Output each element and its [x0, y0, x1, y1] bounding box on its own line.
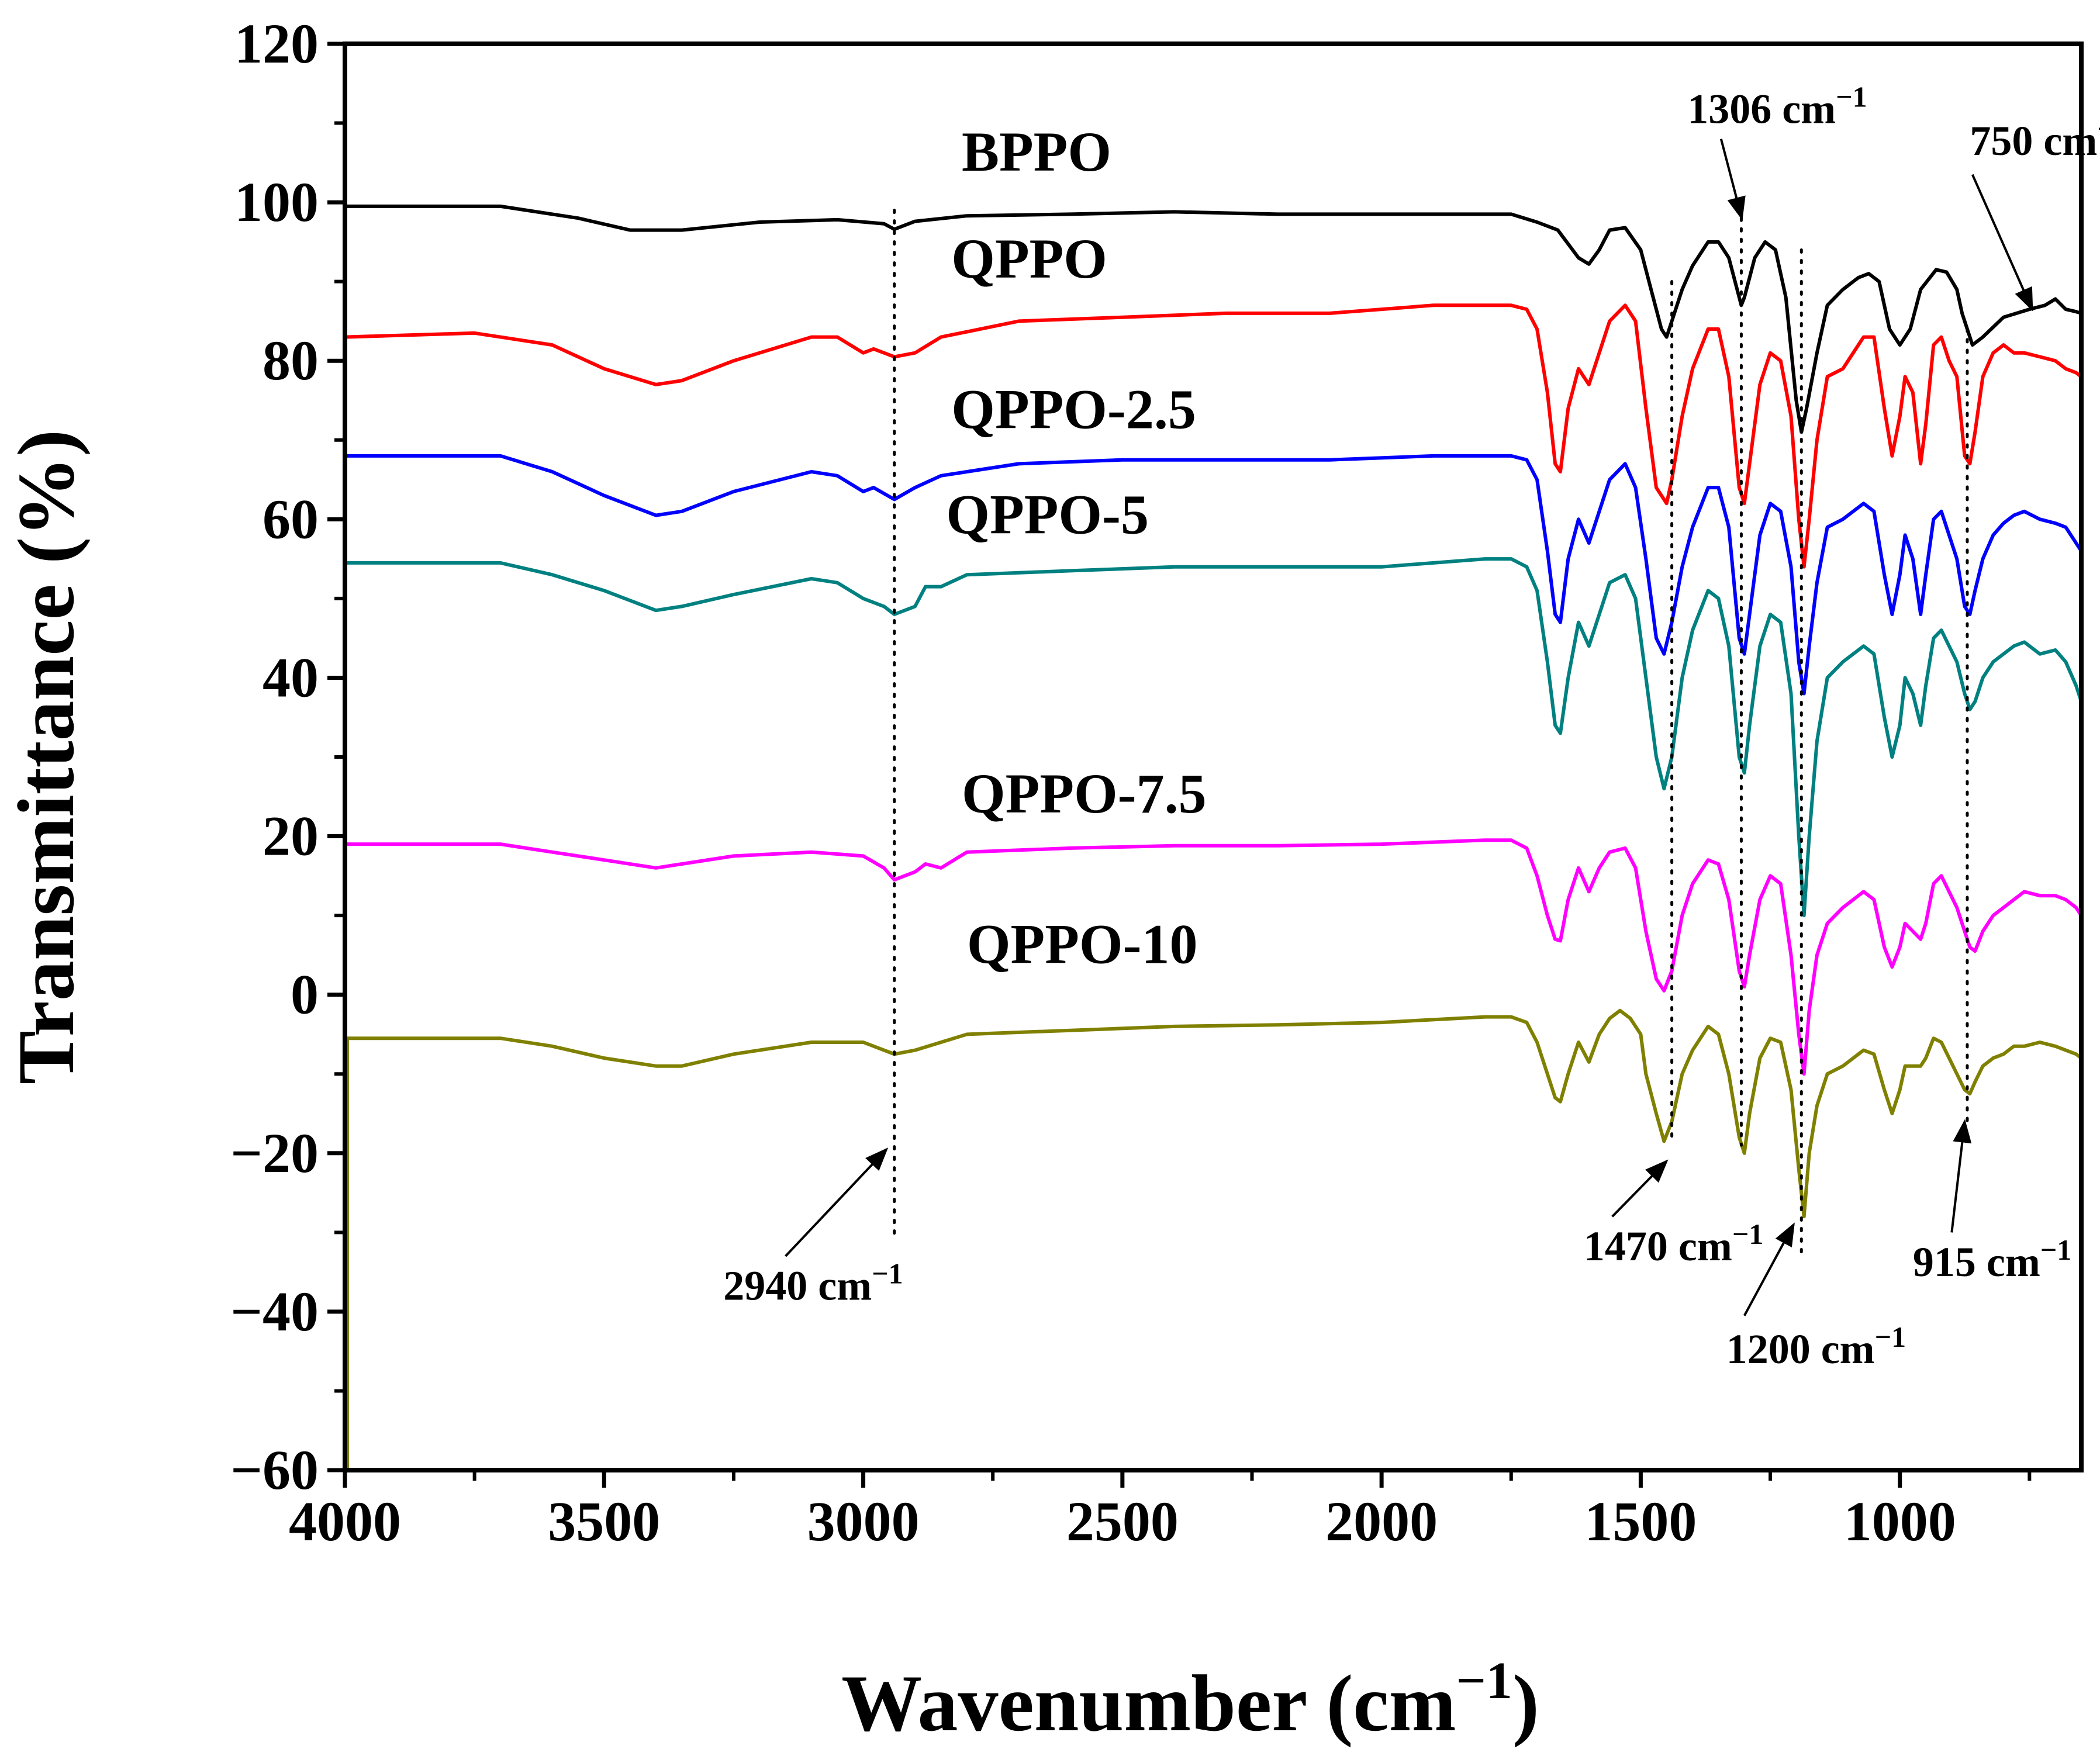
- annotation-text: 1200 cm: [1726, 1326, 1875, 1373]
- annotation-label-750: 750 cm−1: [1970, 112, 2100, 164]
- annotation-superscript: −1: [872, 1257, 903, 1290]
- annotation-superscript: −1: [1732, 1218, 1764, 1250]
- x-tick-label: 1500: [1584, 1490, 1697, 1553]
- x-axis-title: Wavenumber (cm−1): [841, 1652, 1539, 1748]
- series-label-qppo: QPPO: [951, 227, 1107, 290]
- series-label-qppo-7-5: QPPO-7.5: [962, 762, 1207, 825]
- series-label-qppo-10: QPPO-10: [967, 912, 1198, 975]
- y-tick-label: 60: [262, 488, 319, 550]
- y-tick-label: −20: [230, 1122, 319, 1184]
- annotation-arrow-2940: [785, 1147, 889, 1257]
- series-line-qppo-7-5: [345, 838, 2083, 1076]
- series-label-bppo: BPPO: [962, 120, 1111, 183]
- y-tick-label: −40: [230, 1280, 319, 1343]
- x-tick-label: 2500: [1066, 1490, 1179, 1553]
- annotation-arrow-1200: [1743, 1222, 1795, 1316]
- x-axis-title-close: ): [1512, 1658, 1539, 1748]
- y-tick-label: 100: [234, 171, 319, 233]
- y-tick-label: −60: [230, 1439, 319, 1501]
- annotation-text: 2940 cm: [723, 1263, 872, 1309]
- annotation-superscript: −1: [1875, 1320, 1906, 1353]
- plot-frame: [343, 42, 2084, 1472]
- annotation-label-1306: 1306 cm−1: [1687, 81, 1867, 133]
- y-tick-label: 40: [262, 646, 319, 708]
- series-line-bppo: [345, 204, 2082, 434]
- annotation-arrow-1470: [1611, 1159, 1669, 1218]
- annotation-superscript: −1: [2097, 112, 2100, 145]
- y-tick-label: 0: [291, 963, 319, 1026]
- annotation-text: 1306 cm: [1687, 86, 1836, 133]
- series-line-qppo-10: [345, 1008, 2082, 1219]
- series-line-qppo: [344, 303, 2082, 569]
- annotation-arrow-750: [1971, 174, 2033, 312]
- series-label-qppo-5: QPPO-5: [946, 483, 1149, 546]
- series-labels-layer: BPPO QPPO QPPO-2.5 QPPO-5 QPPO-7.5 QPPO-10: [946, 120, 1206, 976]
- x-axis-title-superscript: −1: [1456, 1652, 1512, 1710]
- y-tick-label: 20: [262, 805, 319, 867]
- annotation-text: 915 cm: [1913, 1239, 2040, 1285]
- x-tick-label: 1000: [1844, 1490, 1956, 1553]
- series-label-qppo-2-5: QPPO-2.5: [951, 378, 1196, 440]
- x-axis-title-text: Wavenumber (cm: [841, 1658, 1456, 1748]
- annotation-label-1200: 1200 cm−1: [1726, 1320, 1906, 1373]
- annotation-arrow-915: [1950, 1119, 1972, 1233]
- series-line-qppo-2-5: [345, 454, 2083, 696]
- x-tick-label: 4000: [289, 1490, 401, 1553]
- y-tick-label: 80: [262, 329, 319, 392]
- annotation-superscript: −1: [2040, 1233, 2072, 1266]
- annotation-label-915: 915 cm−1: [1913, 1233, 2071, 1285]
- annotation-arrow-1306: [1719, 139, 1746, 221]
- y-axis: 120 100 80 60 40 20 0 −20 −40 −60: [230, 12, 345, 1501]
- y-tick-label: 120: [234, 12, 319, 75]
- x-tick-label: 3500: [548, 1490, 660, 1553]
- annotation-text: 750 cm: [1970, 117, 2097, 164]
- y-axis-title: Transmittance (%): [1, 430, 91, 1084]
- x-axis: 4000 3500 3000 2500 2000 1500 1000: [289, 1470, 2032, 1553]
- annotation-text: 1470 cm: [1584, 1223, 1732, 1270]
- annotation-superscript: −1: [1836, 81, 1867, 113]
- annotation-label-2940: 2940 cm−1: [723, 1257, 903, 1309]
- x-tick-label: 3000: [807, 1490, 920, 1553]
- x-tick-label: 2000: [1325, 1490, 1438, 1553]
- plot-area: [344, 204, 2083, 1470]
- series-line-qppo-5: [345, 557, 2083, 918]
- annotation-label-1470: 1470 cm−1: [1584, 1218, 1763, 1270]
